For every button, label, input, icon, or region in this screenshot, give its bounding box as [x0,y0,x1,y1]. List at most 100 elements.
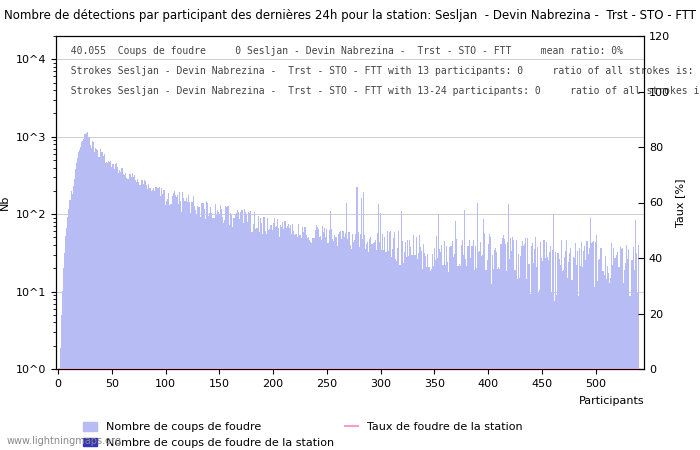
Bar [437,258,438,450]
Bar [198,207,200,450]
Bar [452,240,453,450]
Bar [579,248,580,450]
Bar [90,145,91,450]
Bar [270,225,272,450]
Bar [153,188,155,450]
Bar [218,212,219,450]
Bar [190,213,191,450]
Bar [157,188,158,450]
Bar [340,231,342,450]
Bar [395,259,396,450]
Bar [147,189,148,450]
Bar [95,148,97,450]
Bar [384,237,386,450]
Bar [159,187,160,450]
Bar [486,260,488,450]
Bar [195,210,196,450]
Bar [80,147,81,450]
Bar [228,225,230,450]
Bar [545,242,547,450]
Bar [63,268,64,450]
Bar [122,168,123,450]
Bar [565,251,566,450]
Bar [491,284,492,450]
Bar [108,162,109,450]
Bar [363,192,364,450]
Bar [219,214,220,450]
Bar [535,237,536,450]
Bar [374,240,376,450]
Bar [447,262,448,450]
Bar [360,198,362,450]
Bar [275,227,276,450]
Bar [260,218,261,450]
Bar [436,236,437,450]
Bar [197,206,198,450]
Bar [304,227,305,450]
Bar [440,252,442,450]
Bar [277,219,278,450]
Bar [534,249,535,450]
Bar [350,245,351,450]
Bar [609,283,610,450]
Bar [608,274,609,450]
Bar [521,246,522,450]
Bar [386,231,388,450]
Bar [282,222,284,450]
Bar [495,248,496,450]
Bar [106,162,107,450]
Bar [446,246,447,450]
Bar [321,240,322,450]
Bar [179,192,180,450]
Bar [180,201,181,450]
Bar [597,281,598,450]
Bar [455,221,456,450]
Text: Nombre de détections par participant des dernières 24h pour la station: Sesljan : Nombre de détections par participant des… [4,9,696,22]
Bar [570,248,571,450]
Bar [60,348,61,450]
Bar [284,220,286,450]
Bar [136,182,137,450]
Bar [508,204,509,450]
Bar [610,279,611,450]
Bar [528,264,529,450]
Bar [622,248,623,450]
Bar [71,194,73,450]
Bar [338,234,339,450]
Bar [393,238,394,450]
Bar [549,252,550,450]
Bar [175,195,176,450]
Bar [192,202,193,450]
Bar [344,233,346,450]
Bar [94,152,95,450]
Bar [145,181,146,450]
Bar [551,292,552,450]
Bar [527,238,528,450]
Bar [302,232,304,450]
Bar [380,213,382,450]
Bar [239,219,240,450]
Bar [454,254,455,450]
Bar [500,244,502,450]
Bar [391,257,392,450]
Bar [543,240,545,450]
Bar [368,252,370,450]
Bar [485,270,486,450]
Bar [332,241,334,450]
Bar [362,239,363,450]
Bar [566,239,567,450]
Bar [149,189,150,450]
Bar [470,257,472,450]
Bar [634,270,635,450]
Bar [193,196,194,450]
Bar [352,234,354,450]
Bar [256,229,258,450]
Bar [396,261,398,450]
Bar [146,185,147,450]
Bar [182,193,183,450]
Bar [524,244,525,450]
Bar [137,179,138,450]
Bar [591,243,592,450]
Bar [322,225,323,450]
Bar [370,237,372,450]
